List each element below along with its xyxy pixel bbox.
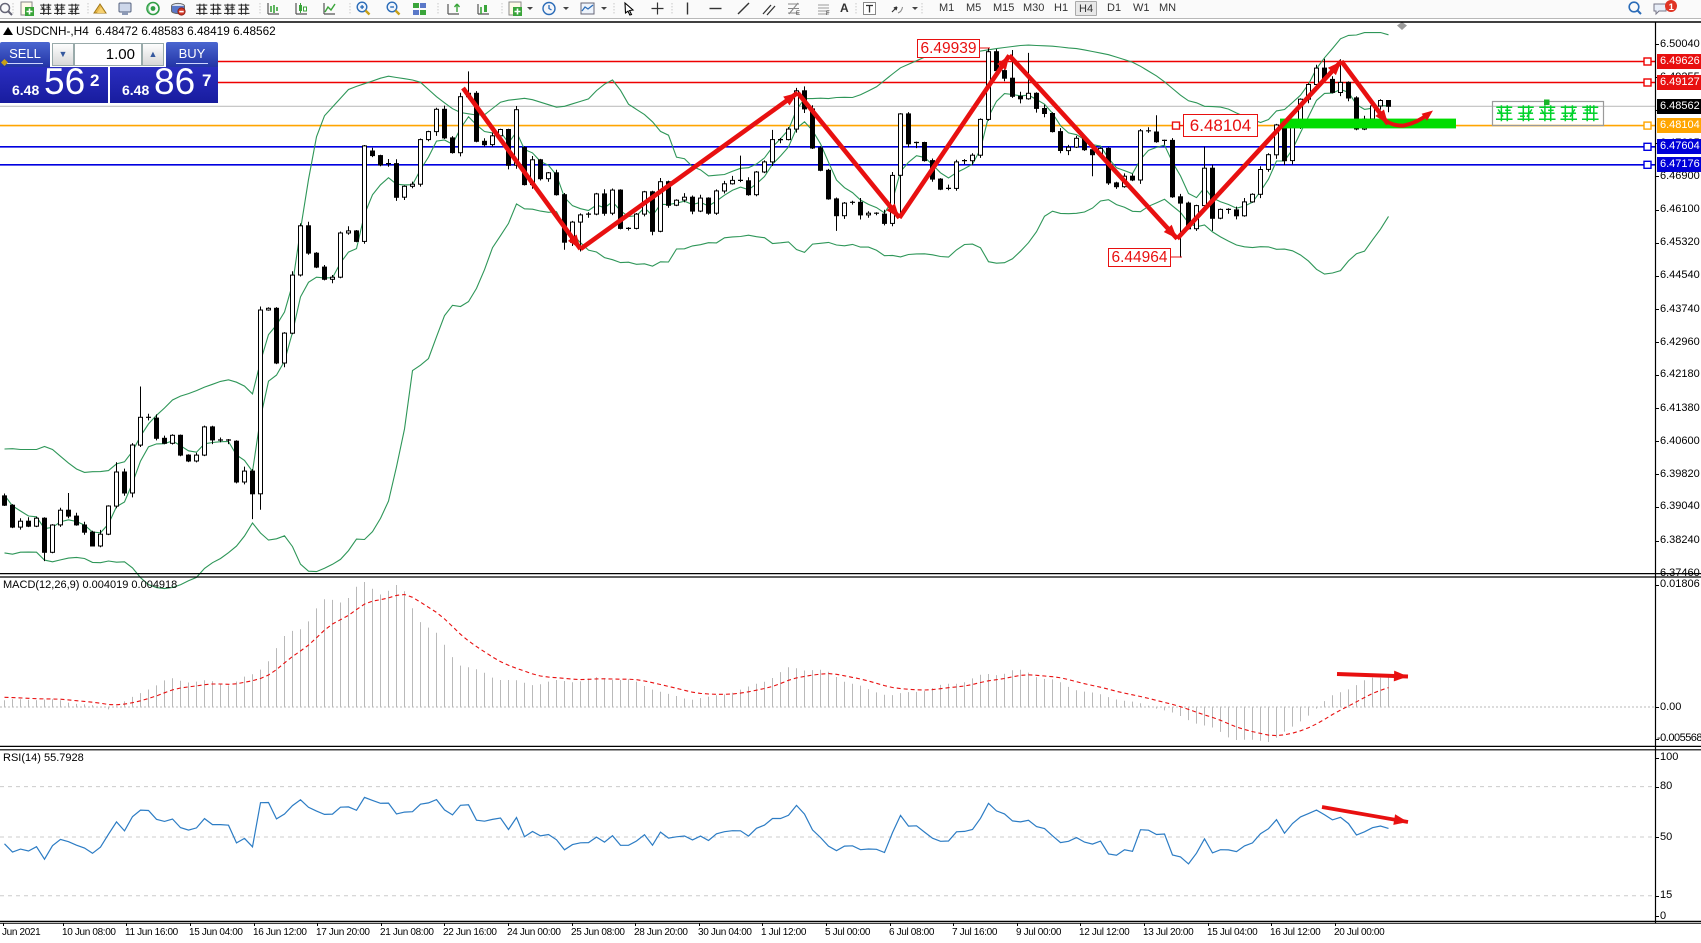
svg-text:E: E [796,11,800,17]
svg-text:1: 1 [1669,2,1675,13]
svg-text:F: F [826,11,830,17]
svg-text:A: A [840,1,849,15]
